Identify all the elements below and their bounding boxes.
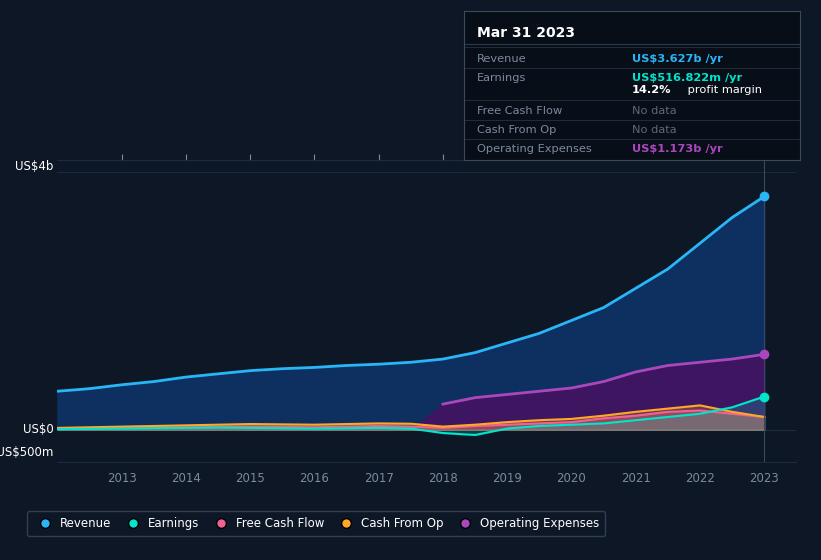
Text: Operating Expenses: Operating Expenses [477, 144, 592, 154]
Text: US$4b: US$4b [16, 160, 54, 172]
Text: Revenue: Revenue [477, 54, 527, 64]
Text: Free Cash Flow: Free Cash Flow [477, 106, 562, 115]
Text: US$516.822m /yr: US$516.822m /yr [632, 73, 742, 83]
Text: -US$500m: -US$500m [0, 446, 54, 459]
Text: US$0: US$0 [23, 423, 54, 436]
Text: No data: No data [632, 106, 677, 115]
Text: Mar 31 2023: Mar 31 2023 [477, 26, 576, 40]
Legend: Revenue, Earnings, Free Cash Flow, Cash From Op, Operating Expenses: Revenue, Earnings, Free Cash Flow, Cash … [27, 511, 605, 536]
Text: US$3.627b /yr: US$3.627b /yr [632, 54, 723, 64]
Text: US$1.173b /yr: US$1.173b /yr [632, 144, 723, 154]
Text: Cash From Op: Cash From Op [477, 125, 557, 135]
Text: No data: No data [632, 125, 677, 135]
Text: 14.2%: 14.2% [632, 85, 672, 95]
Text: Earnings: Earnings [477, 73, 527, 83]
Text: profit margin: profit margin [685, 85, 763, 95]
